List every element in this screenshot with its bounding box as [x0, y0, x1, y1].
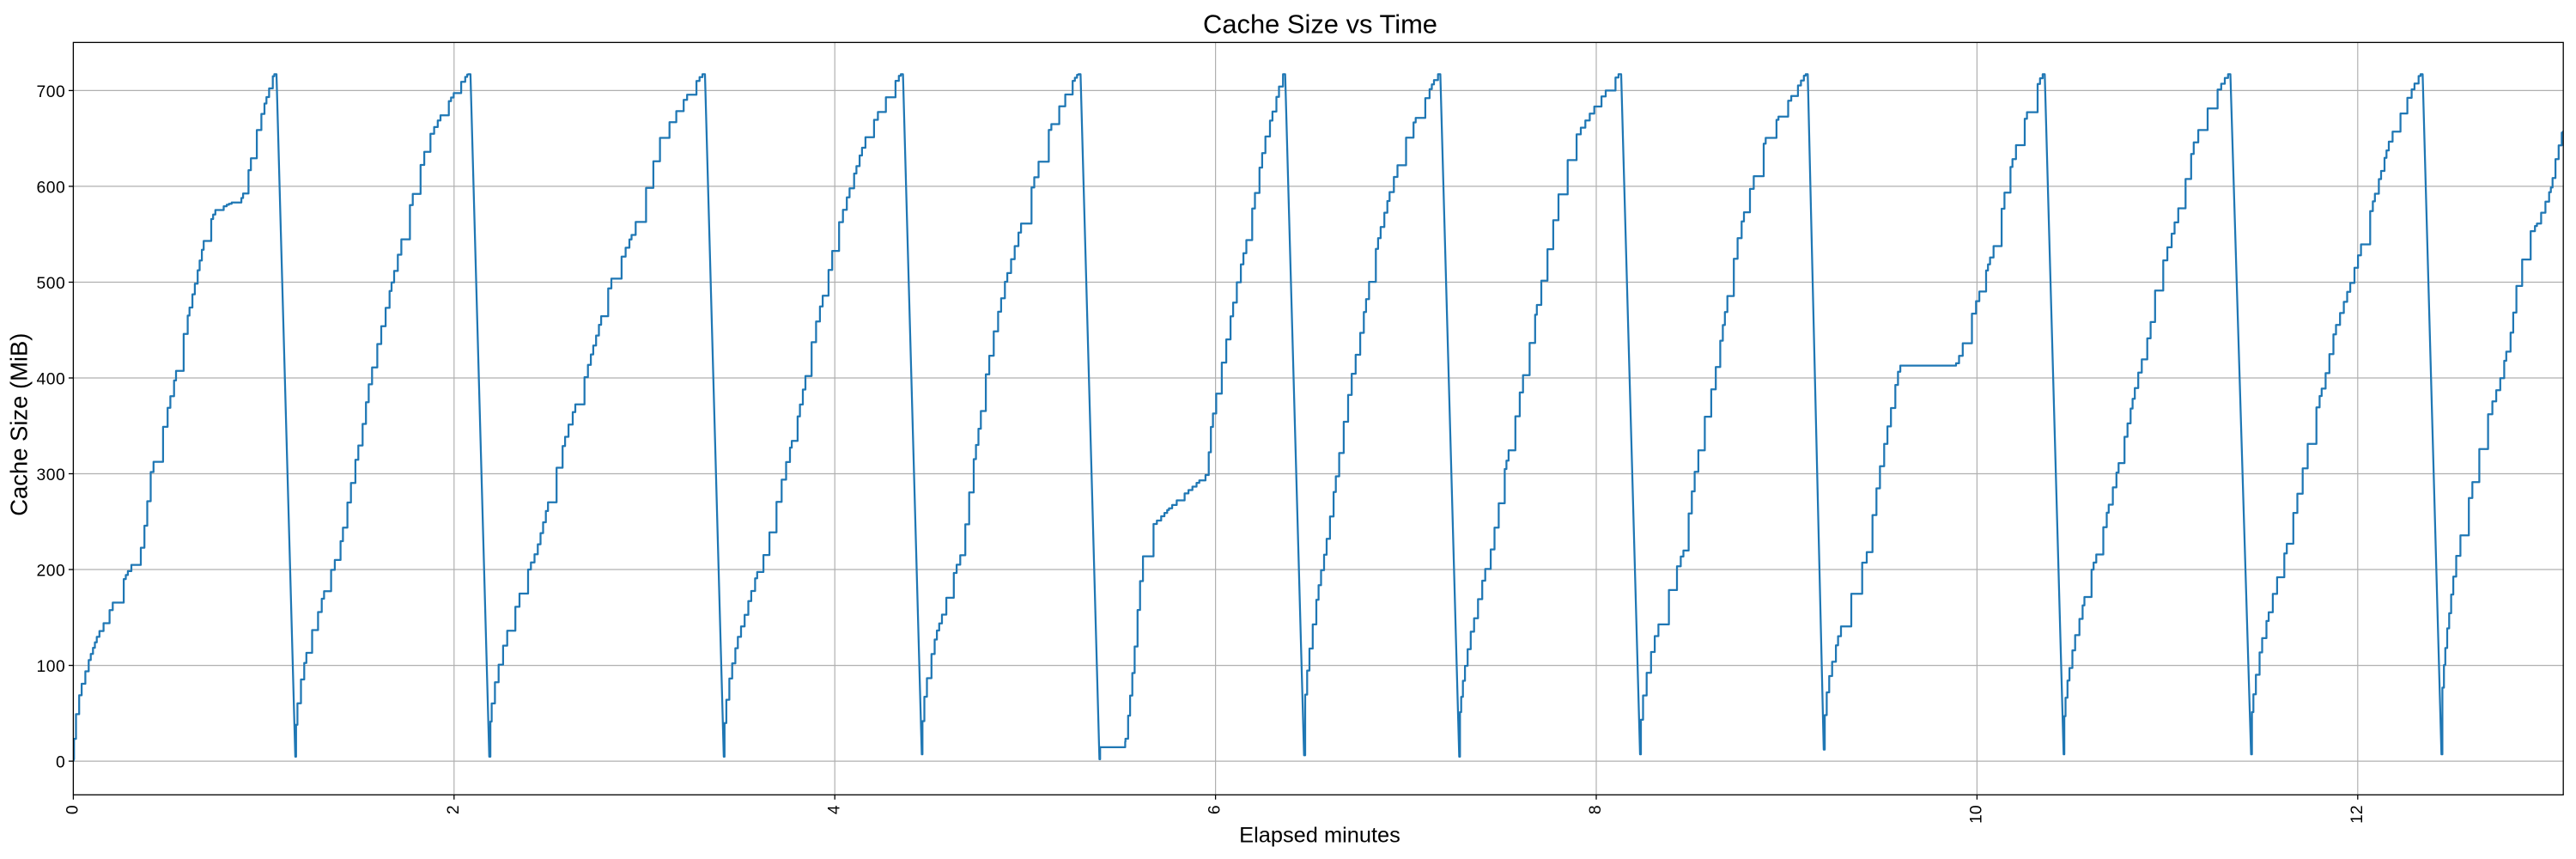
svg-text:0: 0 [56, 754, 65, 772]
svg-text:400: 400 [36, 370, 65, 388]
svg-text:100: 100 [36, 658, 65, 676]
svg-text:12: 12 [2348, 805, 2366, 823]
svg-text:Cache Size vs Time: Cache Size vs Time [1203, 9, 1437, 40]
svg-text:6: 6 [1206, 805, 1224, 814]
svg-text:4: 4 [825, 805, 843, 814]
svg-text:700: 700 [36, 83, 65, 101]
svg-text:600: 600 [36, 179, 65, 197]
svg-text:2: 2 [445, 805, 463, 814]
svg-text:0: 0 [64, 805, 82, 814]
svg-text:200: 200 [36, 562, 65, 580]
svg-text:8: 8 [1587, 805, 1605, 814]
svg-text:Elapsed minutes: Elapsed minutes [1239, 824, 1400, 848]
svg-text:Cache Size (MiB): Cache Size (MiB) [5, 333, 32, 516]
svg-text:500: 500 [36, 275, 65, 293]
svg-text:300: 300 [36, 466, 65, 484]
svg-text:10: 10 [1968, 805, 1986, 823]
